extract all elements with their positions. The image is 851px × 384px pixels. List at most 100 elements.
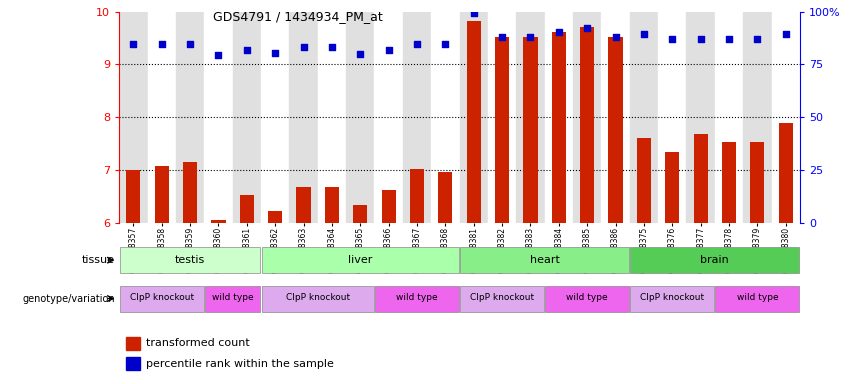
Point (495, 34, 509, 40)
Bar (204, 12, 232, 223)
Point (665, 36, 679, 42)
Text: liver: liver (348, 255, 373, 265)
Bar (126, 337, 140, 349)
Bar (381, 190, 396, 223)
Bar (261, 12, 289, 223)
Bar (205, 286, 260, 311)
Bar (602, 12, 630, 223)
Bar (120, 286, 203, 311)
Point (438, 41, 452, 47)
Text: wild type: wild type (567, 293, 608, 303)
Point (523, 34, 537, 40)
Point (127, 41, 140, 47)
Bar (346, 12, 374, 223)
Bar (743, 12, 772, 223)
Bar (466, 21, 481, 223)
Bar (460, 12, 488, 223)
Text: ClpP knockout: ClpP knockout (470, 293, 534, 303)
Text: percentile rank within the sample: percentile rank within the sample (146, 359, 334, 369)
Point (410, 41, 424, 47)
Bar (119, 12, 147, 223)
Bar (551, 31, 566, 223)
Bar (147, 12, 176, 223)
Text: wild type: wild type (397, 293, 437, 303)
Bar (240, 195, 254, 223)
Point (694, 36, 707, 42)
Bar (573, 12, 602, 223)
Point (608, 34, 622, 40)
Bar (715, 12, 743, 223)
Text: brain: brain (700, 255, 729, 265)
Point (552, 28, 566, 35)
Text: testis: testis (175, 255, 205, 265)
Bar (374, 12, 403, 223)
Bar (120, 247, 260, 273)
Text: heart: heart (529, 255, 560, 265)
Bar (545, 12, 573, 223)
Point (353, 51, 367, 57)
Bar (211, 220, 226, 223)
Text: ClpP knockout: ClpP knockout (640, 293, 705, 303)
Point (467, 10, 481, 16)
Bar (751, 142, 764, 223)
Bar (268, 211, 283, 223)
Bar (694, 134, 708, 223)
Bar (779, 124, 793, 223)
Point (240, 46, 254, 53)
Bar (722, 142, 736, 223)
Bar (176, 12, 204, 223)
Point (325, 44, 339, 50)
Bar (488, 12, 517, 223)
Text: tissue: tissue (82, 255, 115, 265)
Point (183, 41, 197, 47)
Bar (637, 138, 651, 223)
Bar (410, 169, 424, 223)
Bar (772, 12, 800, 223)
Point (297, 44, 311, 50)
Bar (375, 286, 459, 311)
Point (779, 31, 792, 37)
Point (637, 31, 651, 37)
Point (212, 52, 226, 58)
Bar (261, 247, 459, 273)
Bar (631, 247, 799, 273)
Text: wild type: wild type (212, 293, 254, 303)
Bar (658, 12, 687, 223)
Bar (261, 286, 374, 311)
Point (155, 41, 168, 47)
Point (722, 36, 736, 42)
Bar (289, 12, 317, 223)
Bar (460, 247, 629, 273)
Bar (296, 187, 311, 223)
Bar (631, 286, 714, 311)
Bar (126, 170, 140, 223)
Bar (353, 205, 368, 223)
Bar (495, 37, 509, 223)
Point (580, 25, 594, 31)
Bar (232, 12, 261, 223)
Bar (580, 27, 594, 223)
Bar (716, 286, 799, 311)
Bar (523, 37, 538, 223)
Bar (687, 12, 715, 223)
Bar (608, 37, 623, 223)
Point (751, 36, 764, 42)
Point (382, 46, 396, 53)
Point (268, 50, 282, 56)
Text: transformed count: transformed count (146, 338, 250, 348)
Bar (517, 12, 545, 223)
Bar (325, 187, 339, 223)
Text: genotype/variation: genotype/variation (22, 293, 115, 304)
Bar (630, 12, 658, 223)
Bar (460, 286, 544, 311)
Bar (438, 172, 453, 223)
Bar (665, 152, 679, 223)
Text: ClpP knockout: ClpP knockout (286, 293, 350, 303)
Bar (317, 12, 346, 223)
Bar (431, 12, 460, 223)
Bar (403, 12, 431, 223)
Bar (183, 162, 197, 223)
Bar (155, 166, 168, 223)
Bar (126, 358, 140, 370)
Bar (545, 286, 629, 311)
